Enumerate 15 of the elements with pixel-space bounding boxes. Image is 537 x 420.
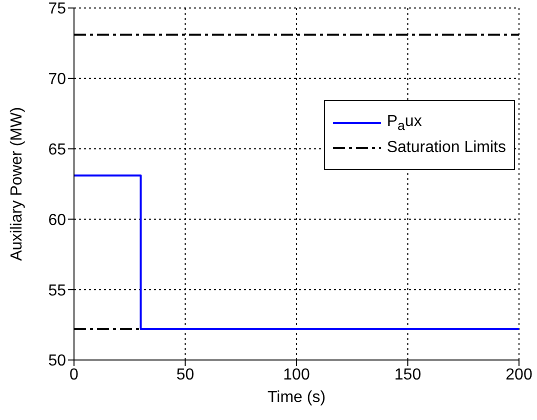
x-tick-label: 0 bbox=[70, 366, 79, 384]
x-tick-label: 50 bbox=[176, 366, 194, 384]
y-tick-label: 65 bbox=[48, 141, 66, 158]
y-tick-label: 75 bbox=[48, 0, 66, 18]
x-tick-label: 100 bbox=[283, 366, 310, 384]
y-tick-label: 70 bbox=[48, 71, 66, 88]
y-tick-label: 60 bbox=[48, 212, 66, 229]
x-tick-label: 150 bbox=[394, 366, 422, 384]
x-axis-title: Time (s) bbox=[267, 389, 326, 406]
y-axis-title: Auxiliary Power (MW) bbox=[8, 107, 26, 261]
x-tick-label: 200 bbox=[506, 366, 532, 384]
y-tick-label: 55 bbox=[48, 282, 66, 300]
legend-label: Saturation Limits bbox=[386, 139, 506, 158]
y-tick-label: 50 bbox=[48, 352, 66, 370]
legend-label: P$_{a}$ux bbox=[386, 113, 422, 134]
